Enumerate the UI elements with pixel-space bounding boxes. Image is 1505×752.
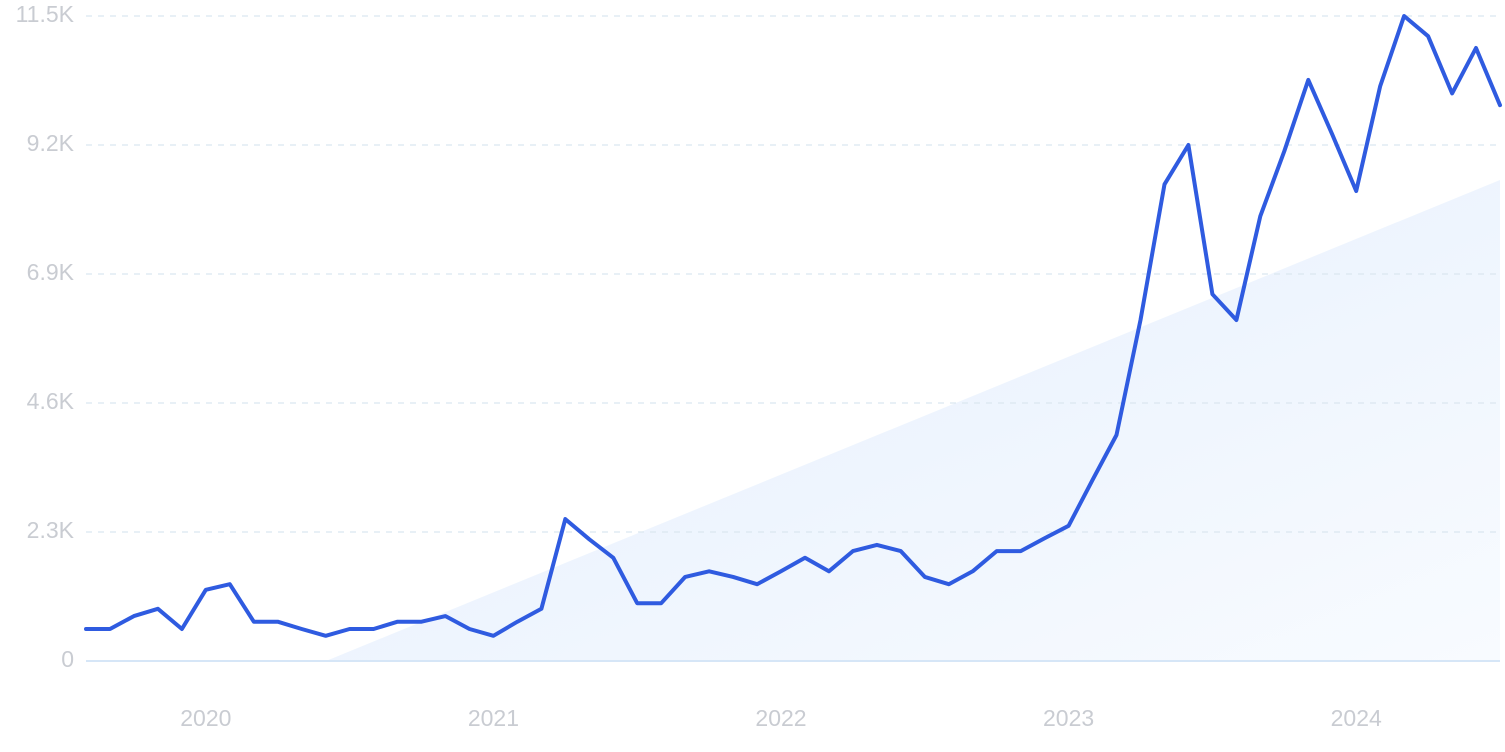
y-tick-label: 6.9K (27, 259, 75, 285)
line (84, 14, 1502, 638)
trend-area (326, 180, 1500, 661)
y-tick-label: 11.5K (16, 1, 75, 27)
y-tick-label: 0 (61, 646, 74, 672)
x-tick-label: 2024 (1331, 705, 1382, 731)
x-tick-label: 2022 (755, 705, 806, 731)
x-tick-label: 2021 (468, 705, 519, 731)
x-tick-label: 2023 (1043, 705, 1094, 731)
x-tick-label: 2020 (180, 705, 231, 731)
y-tick-label: 4.6K (27, 388, 75, 414)
y-tick-label: 9.2K (27, 130, 75, 156)
y-tick-label: 2.3K (27, 517, 75, 543)
